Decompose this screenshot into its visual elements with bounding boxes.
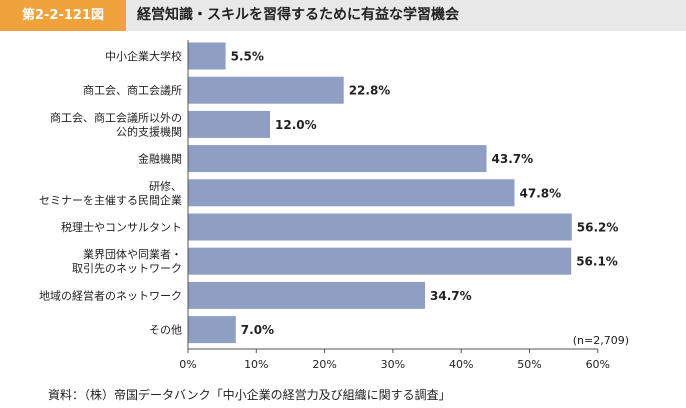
x-tick-label-2: 20%	[312, 358, 336, 371]
category-label-7: 地域の経営者のネットワーク	[39, 288, 182, 302]
bar-5	[188, 213, 572, 241]
figure-title: 経営知識・スキルを習得するために有益な学習機会	[137, 7, 459, 23]
source-note: 資料：（株）帝国データバンク「中小企業の経営力及び組織に関する調査」	[48, 388, 451, 402]
value-label-5: 56.2%	[577, 221, 619, 235]
value-label-3: 43.7%	[492, 152, 534, 166]
sample-size-note: (n=2,709)	[573, 334, 629, 347]
bar-0	[188, 42, 226, 70]
value-label-7: 34.7%	[430, 289, 472, 303]
category-label-line: 商工会、商工会議所以外の	[50, 110, 182, 124]
bar-3	[188, 145, 487, 173]
category-label-4: 研修、セミナーを主催する民間企業	[39, 179, 182, 207]
value-label-0: 5.5%	[231, 50, 264, 64]
bar-1	[188, 76, 344, 104]
bar-4	[188, 179, 515, 207]
bar-chart: 5.5% 中小企業大学校 22.8% 商工会、商工会議所 12.0% 商工会、商工会議所以…	[39, 40, 629, 371]
category-label-6: 業界団体や同業者・取引先のネットワーク	[72, 247, 182, 275]
bar-7	[188, 281, 425, 309]
category-label-3: 金融機関	[138, 152, 182, 166]
category-label-line: 取引先のネットワーク	[72, 261, 182, 275]
category-label-line: 商工会、商工会議所	[83, 83, 182, 97]
category-label-line: 中小企業大学校	[105, 49, 182, 63]
category-label-line: その他	[149, 324, 182, 337]
figure-header: 第2-2-121図 経営知識・スキルを習得するために有益な学習機会	[0, 0, 686, 31]
category-label-line: 公的支援機関	[116, 124, 182, 138]
value-label-8: 7.0%	[241, 323, 274, 337]
category-label-0: 中小企業大学校	[105, 49, 182, 63]
bar-6	[188, 247, 572, 275]
figure-label: 第2-2-121図	[0, 0, 126, 31]
x-tick-label-0: 0%	[179, 358, 196, 371]
category-label-line: 業界団体や同業者・	[83, 247, 182, 261]
bar-8	[188, 316, 236, 344]
category-label-2: 商工会、商工会議所以外の公的支援機関	[50, 110, 182, 138]
category-label-line: 金融機関	[138, 152, 182, 166]
category-label-5: 税理士やコンサルタント	[61, 220, 182, 234]
category-label-line: セミナーを主催する民間企業	[39, 193, 182, 207]
category-label-8: その他	[149, 324, 182, 337]
x-tick-label-3: 30%	[381, 358, 405, 371]
value-label-6: 56.1%	[576, 255, 618, 269]
x-tick-label-1: 10%	[244, 358, 268, 371]
x-tick-label-4: 40%	[449, 358, 473, 371]
x-tick-label-6: 60%	[586, 358, 610, 371]
category-label-line: 地域の経営者のネットワーク	[39, 288, 182, 302]
value-label-2: 12.0%	[275, 118, 317, 132]
bar-2	[188, 110, 270, 138]
value-label-1: 22.8%	[349, 84, 391, 98]
value-label-4: 47.8%	[520, 186, 562, 200]
category-label-line: 税理士やコンサルタント	[61, 220, 182, 234]
x-tick-label-5: 50%	[517, 358, 541, 371]
category-label-line: 研修、	[149, 179, 182, 193]
category-label-1: 商工会、商工会議所	[83, 83, 182, 97]
